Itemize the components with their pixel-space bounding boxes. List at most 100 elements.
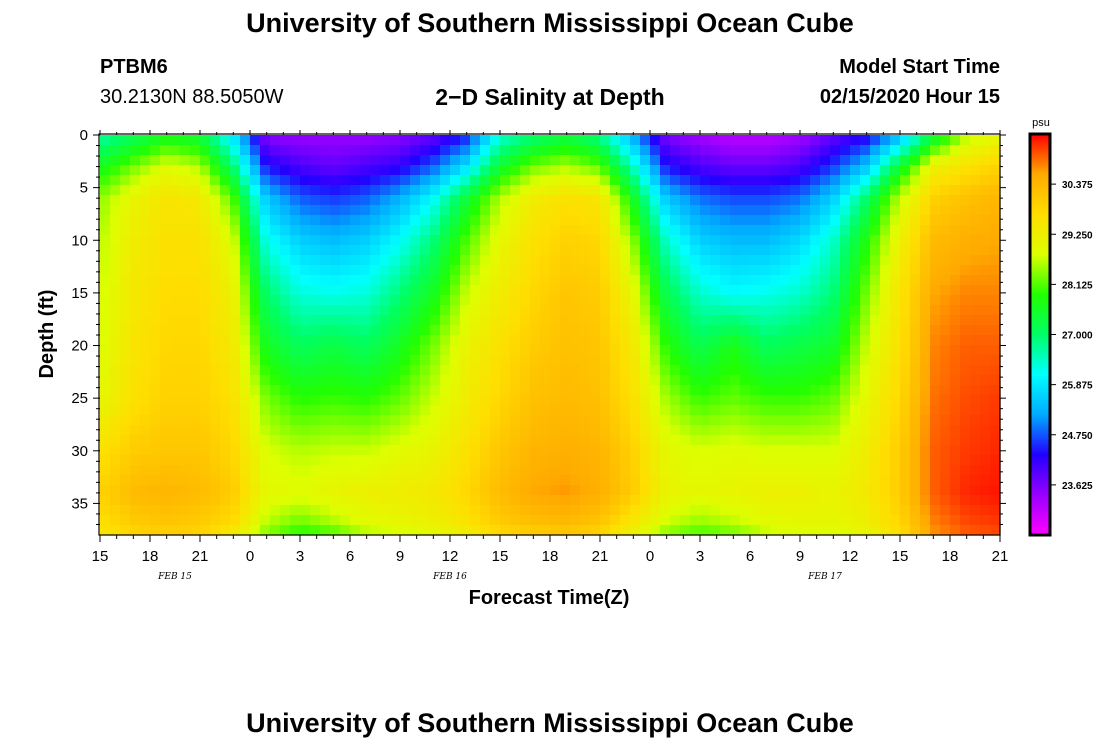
heatmap-cell <box>290 525 301 536</box>
heatmap-cell <box>890 375 901 386</box>
heatmap-cell <box>740 235 751 246</box>
heatmap-cell <box>280 195 291 206</box>
heatmap-cell <box>150 515 161 526</box>
heatmap-cell <box>590 185 601 196</box>
colorbar-tick-label: 23.625 <box>1062 481 1093 492</box>
heatmap-cell <box>360 375 371 386</box>
heatmap-cell <box>830 355 841 366</box>
heatmap-cell <box>130 385 141 396</box>
heatmap-cell <box>490 425 501 436</box>
heatmap-cell <box>130 315 141 326</box>
heatmap-cell <box>100 455 111 466</box>
heatmap-cell <box>940 335 951 346</box>
heatmap-cell <box>120 465 131 476</box>
heatmap-cell <box>380 455 391 466</box>
heatmap-cell <box>800 375 811 386</box>
heatmap-cell <box>380 495 391 506</box>
footer-title: University of Southern Mississippi Ocean… <box>246 708 854 738</box>
heatmap-cell <box>470 525 481 536</box>
heatmap-cell <box>530 355 541 366</box>
heatmap-cell <box>500 265 511 276</box>
heatmap-cell <box>670 235 681 246</box>
heatmap-cell <box>890 385 901 396</box>
heatmap-cell <box>890 165 901 176</box>
heatmap-cell <box>430 265 441 276</box>
heatmap-cell <box>860 425 871 436</box>
heatmap-cell <box>760 215 771 226</box>
heatmap-cell <box>790 355 801 366</box>
heatmap-cell <box>280 365 291 376</box>
heatmap-cell <box>630 305 641 316</box>
heatmap-cell <box>750 215 761 226</box>
heatmap-cell <box>560 395 571 406</box>
heatmap-cell <box>530 295 541 306</box>
heatmap-cell <box>610 515 621 526</box>
heatmap-cell <box>470 255 481 266</box>
heatmap-cell <box>840 345 851 356</box>
heatmap-cell <box>770 435 781 446</box>
heatmap-cell <box>430 515 441 526</box>
heatmap-cell <box>250 365 261 376</box>
heatmap-cell <box>670 485 681 496</box>
heatmap-cell <box>100 295 111 306</box>
heatmap-cell <box>310 255 321 266</box>
heatmap-cell <box>300 185 311 196</box>
heatmap-cell <box>990 275 1001 286</box>
heatmap-cell <box>940 165 951 176</box>
heatmap-cell <box>830 405 841 416</box>
heatmap-cell <box>880 245 891 256</box>
heatmap-cell <box>490 245 501 256</box>
heatmap-cell <box>720 195 731 206</box>
heatmap-cell <box>300 415 311 426</box>
heatmap-cell <box>770 415 781 426</box>
heatmap-cell <box>880 335 891 346</box>
heatmap-cell <box>370 325 381 336</box>
heatmap-cell <box>360 445 371 456</box>
heatmap-cell <box>370 365 381 376</box>
heatmap-cell <box>910 205 921 216</box>
heatmap-cell <box>820 435 831 446</box>
heatmap-cell <box>210 225 221 236</box>
heatmap-cell <box>560 135 571 146</box>
heatmap-cell <box>990 395 1001 406</box>
heatmap-cell <box>600 145 611 156</box>
heatmap-cell <box>750 325 761 336</box>
heatmap-cell <box>500 465 511 476</box>
heatmap-cell <box>550 395 561 406</box>
heatmap-cell <box>490 355 501 366</box>
heatmap-cell <box>220 215 231 226</box>
heatmap-cell <box>640 185 651 196</box>
heatmap-cell <box>230 215 241 226</box>
heatmap-cell <box>380 325 391 336</box>
heatmap-cell <box>940 425 951 436</box>
heatmap-cell <box>760 375 771 386</box>
heatmap-cell <box>690 265 701 276</box>
heatmap-cell <box>800 265 811 276</box>
heatmap-cell <box>950 435 961 446</box>
heatmap-cell <box>530 315 541 326</box>
heatmap-cell <box>810 165 821 176</box>
heatmap-cell <box>250 245 261 256</box>
heatmap-cell <box>290 205 301 216</box>
heatmap-cell <box>750 435 761 446</box>
heatmap-cell <box>760 255 771 266</box>
heatmap-cell <box>140 315 151 326</box>
heatmap-cell <box>600 385 611 396</box>
heatmap-cell <box>700 365 711 376</box>
heatmap-cell <box>740 435 751 446</box>
heatmap-cell <box>840 425 851 436</box>
heatmap-cell <box>730 515 741 526</box>
heatmap-cell <box>240 295 251 306</box>
heatmap-cell <box>650 485 661 496</box>
heatmap-cell <box>500 385 511 396</box>
heatmap-cell <box>150 375 161 386</box>
heatmap-cell <box>250 515 261 526</box>
heatmap-cell <box>830 375 841 386</box>
heatmap-cell <box>220 345 231 356</box>
heatmap-cell <box>350 455 361 466</box>
heatmap-cell <box>750 525 761 536</box>
heatmap-cell <box>440 465 451 476</box>
heatmap-cell <box>650 155 661 166</box>
heatmap-cell <box>540 135 551 146</box>
heatmap-cell <box>560 145 571 156</box>
